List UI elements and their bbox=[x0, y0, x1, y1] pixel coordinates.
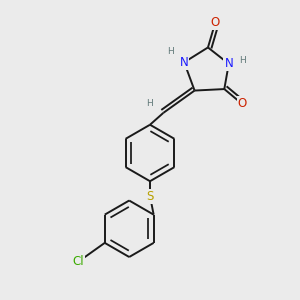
Text: O: O bbox=[238, 98, 247, 110]
Text: S: S bbox=[146, 190, 154, 202]
Text: H: H bbox=[167, 46, 174, 56]
Text: N: N bbox=[224, 57, 233, 70]
Text: O: O bbox=[211, 16, 220, 29]
Text: N: N bbox=[180, 56, 189, 69]
Text: Cl: Cl bbox=[73, 255, 85, 268]
Text: H: H bbox=[147, 99, 153, 108]
Text: H: H bbox=[239, 56, 245, 65]
